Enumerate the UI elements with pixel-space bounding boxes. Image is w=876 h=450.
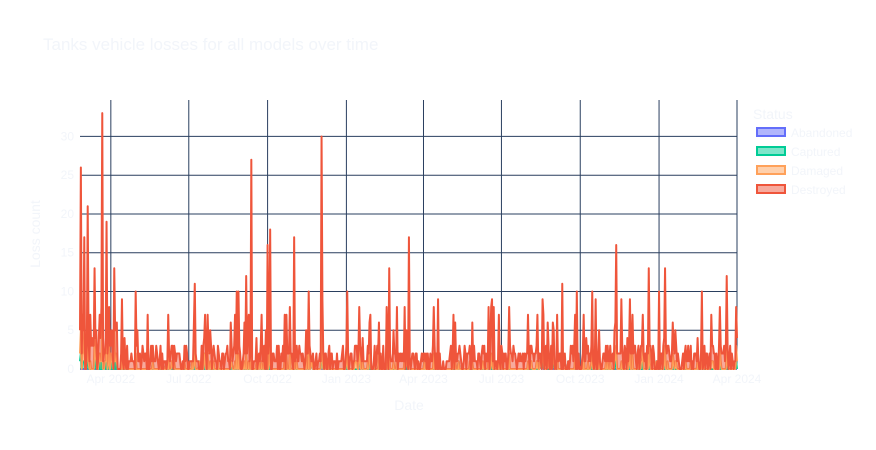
x-tick-label: Jan 2023 bbox=[322, 372, 372, 386]
legend-label: Destroyed bbox=[791, 183, 846, 197]
y-tick-label: 25 bbox=[61, 168, 75, 182]
legend-label: Captured bbox=[791, 145, 840, 159]
y-tick-label: 30 bbox=[61, 129, 75, 143]
x-axis-label: Date bbox=[394, 397, 424, 413]
x-tick-label: Jul 2023 bbox=[479, 372, 525, 386]
tick-labels: 0 5 10 15 20 25 30 Apr 2022 Jul 2022 Oct 2022 Jan … bbox=[61, 129, 762, 386]
legend-swatch bbox=[756, 146, 786, 156]
legend[interactable]: Status Abandoned Captured Damaged Destroyed bbox=[753, 106, 852, 197]
y-tick-label: 15 bbox=[61, 246, 75, 260]
chart-title: Tanks vehicle losses for all models over… bbox=[43, 35, 378, 54]
legend-item-destroyed[interactable]: Destroyed bbox=[756, 183, 846, 197]
legend-item-captured[interactable]: Captured bbox=[756, 145, 840, 159]
legend-swatch bbox=[756, 165, 786, 175]
legend-swatch bbox=[756, 184, 786, 194]
y-tick-label: 20 bbox=[61, 207, 75, 221]
x-tick-label: Apr 2022 bbox=[86, 372, 135, 386]
legend-item-damaged[interactable]: Damaged bbox=[756, 164, 843, 178]
y-tick-label: 0 bbox=[67, 362, 74, 376]
data-areas bbox=[79, 112, 738, 370]
y-tick-label: 5 bbox=[67, 323, 74, 337]
y-tick-label: 10 bbox=[61, 284, 75, 298]
x-tick-label: Apr 2024 bbox=[713, 372, 762, 386]
legend-item-abandoned[interactable]: Abandoned bbox=[756, 126, 852, 140]
destroyed-area-line bbox=[79, 112, 738, 370]
x-tick-label: Oct 2023 bbox=[556, 372, 605, 386]
x-tick-label: Apr 2023 bbox=[399, 372, 448, 386]
legend-label: Abandoned bbox=[791, 126, 852, 140]
x-tick-label: Jan 2024 bbox=[634, 372, 684, 386]
x-tick-label: Oct 2022 bbox=[243, 372, 292, 386]
legend-label: Damaged bbox=[791, 164, 843, 178]
legend-title: Status bbox=[753, 106, 793, 122]
y-axis-label: Loss count bbox=[27, 200, 43, 268]
legend-swatch bbox=[756, 127, 786, 137]
x-tick-label: Jul 2022 bbox=[166, 372, 212, 386]
